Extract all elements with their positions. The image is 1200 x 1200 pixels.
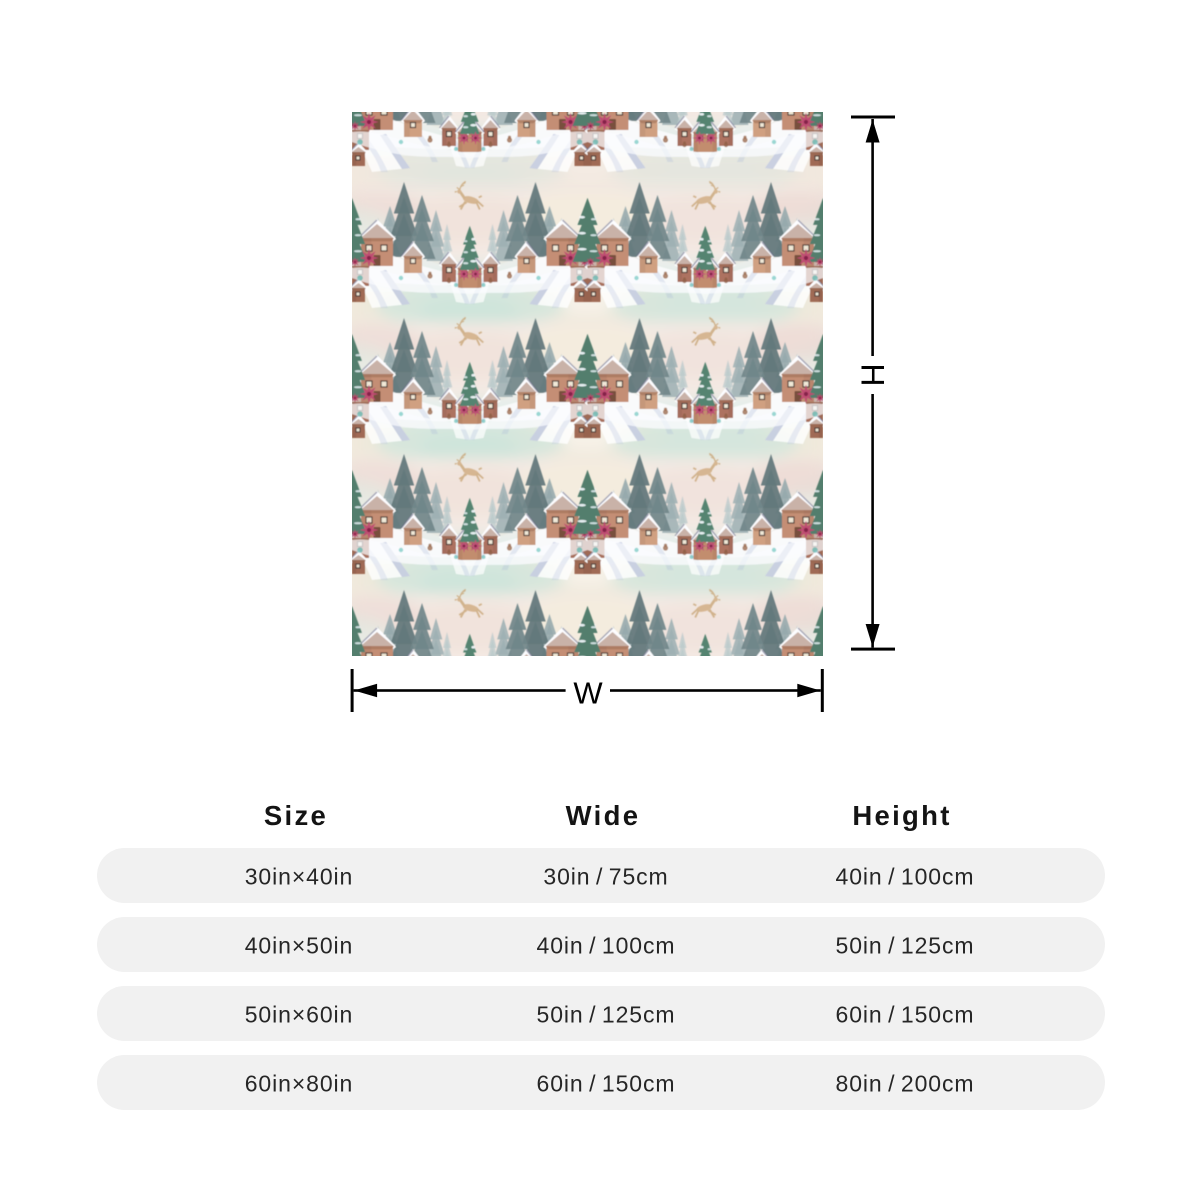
svg-text:W: W <box>573 676 603 711</box>
svg-text:H: H <box>855 363 891 386</box>
